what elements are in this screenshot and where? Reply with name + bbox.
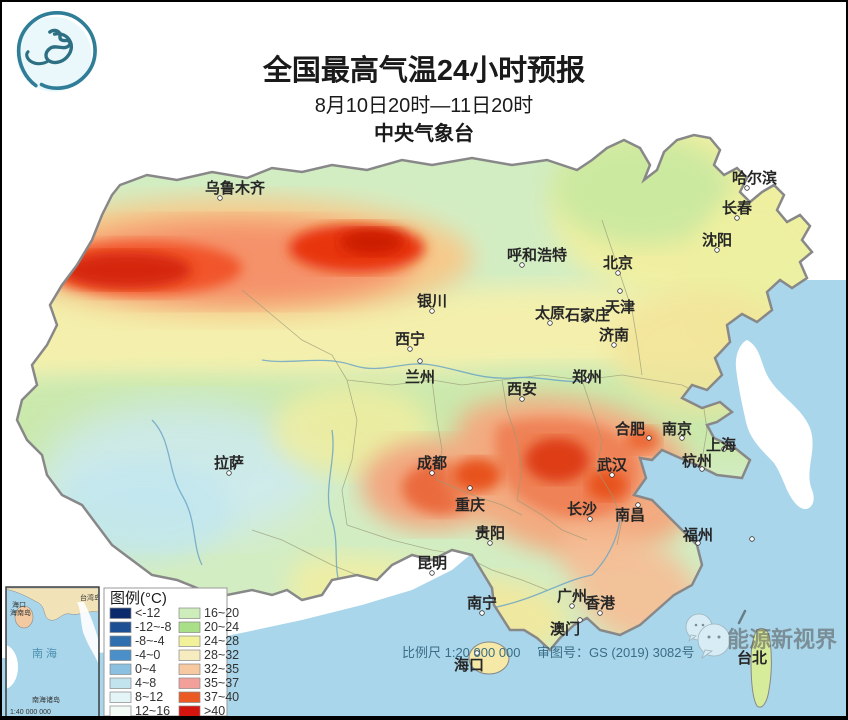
svg-text:贵阳: 贵阳 [475,524,505,542]
svg-text:4~8: 4~8 [135,676,156,690]
svg-text:太原: 太原 [535,304,565,322]
svg-text:长春: 长春 [722,199,752,217]
svg-text:西宁: 西宁 [395,330,425,348]
svg-text:-12~-8: -12~-8 [135,620,172,634]
svg-text:呼和浩特: 呼和浩特 [507,246,567,264]
svg-text:南海诸岛: 南海诸岛 [32,695,60,704]
svg-text:香港: 香港 [585,594,616,612]
svg-text:合肥: 合肥 [614,420,645,438]
svg-text:台湾岛: 台湾岛 [80,593,101,602]
svg-text:石家庄: 石家庄 [564,306,610,324]
svg-text:-8~-4: -8~-4 [135,634,165,648]
svg-text:南 海: 南 海 [32,646,57,660]
svg-text:12~16: 12~16 [135,704,170,716]
svg-text:杭州: 杭州 [682,452,712,470]
svg-text:比例尺 1:20 000 000: 比例尺 1:20 000 000 [402,645,521,660]
svg-text:哈尔滨: 哈尔滨 [732,169,777,187]
svg-text:北京: 北京 [603,254,633,272]
svg-text:>40: >40 [204,704,225,716]
svg-text:能源新视界: 能源新视界 [727,627,837,652]
svg-text:海南岛: 海南岛 [10,608,31,617]
svg-text:澳门: 澳门 [550,620,580,638]
svg-text:武汉: 武汉 [597,456,628,474]
svg-text:24~28: 24~28 [204,634,239,648]
svg-text:郑州: 郑州 [572,368,602,386]
svg-text:西安: 西安 [507,380,537,398]
svg-text:拉萨: 拉萨 [214,454,244,472]
svg-text:28~32: 28~32 [204,648,239,662]
svg-text:乌鲁木齐: 乌鲁木齐 [205,179,266,197]
svg-text:-4~0: -4~0 [135,648,160,662]
svg-text:沈阳: 沈阳 [702,231,732,249]
svg-text:重庆: 重庆 [455,496,485,514]
svg-text:福州: 福州 [682,526,713,544]
svg-text:济南: 济南 [599,326,629,344]
svg-text:昆明: 昆明 [417,555,447,572]
svg-text:长沙: 长沙 [567,500,597,518]
svg-text:审图号：GS (2019) 3082号: 审图号：GS (2019) 3082号 [537,645,695,660]
svg-text:<-12: <-12 [135,606,160,620]
svg-text:中央气象台: 中央气象台 [374,121,474,145]
svg-text:成都: 成都 [417,454,447,472]
svg-text:银川: 银川 [417,292,447,310]
svg-text:1:40 000 000: 1:40 000 000 [10,709,51,716]
svg-text:35~37: 35~37 [204,676,239,690]
svg-text:32~35: 32~35 [204,662,239,676]
svg-text:16~20: 16~20 [204,606,239,620]
svg-text:37~40: 37~40 [204,690,239,704]
svg-text:图例(°C): 图例(°C) [110,590,167,607]
svg-text:全国最高气温24小时预报: 全国最高气温24小时预报 [262,53,585,87]
svg-text:0~4: 0~4 [135,662,156,676]
svg-text:广州: 广州 [557,587,587,605]
svg-text:兰州: 兰州 [405,368,435,386]
svg-text:20~24: 20~24 [204,620,239,634]
svg-text:南宁: 南宁 [467,594,497,612]
svg-text:8~12: 8~12 [135,690,163,704]
svg-text:海口: 海口 [12,600,26,609]
svg-text:8月10日20时—11日20时: 8月10日20时—11日20时 [315,94,534,117]
svg-text:上海: 上海 [706,436,736,454]
svg-text:南昌: 南昌 [615,506,645,524]
svg-text:南京: 南京 [662,420,692,438]
